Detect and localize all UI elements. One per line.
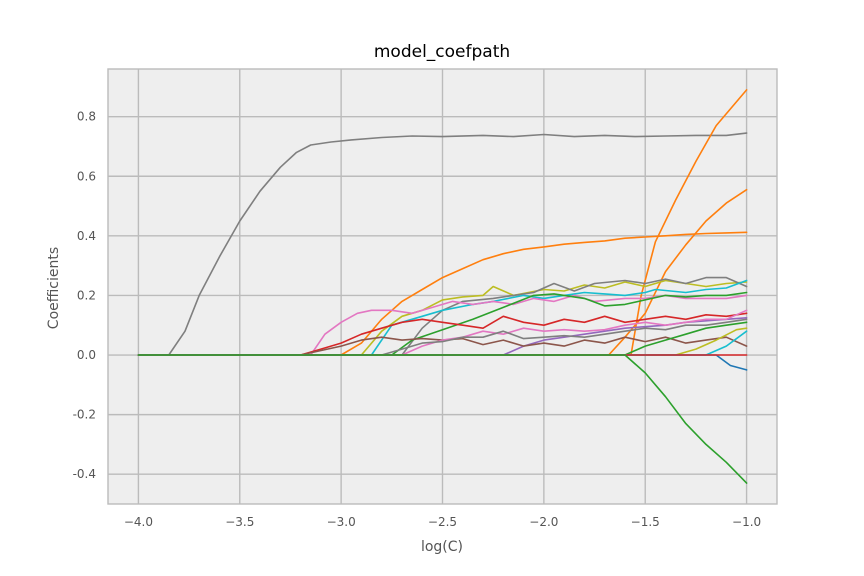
y-tick-label: 0.6 <box>77 169 96 183</box>
series-line-20 <box>137 354 748 484</box>
x-tick-label: −3.0 <box>327 515 356 529</box>
y-tick-label: 0.4 <box>77 229 96 243</box>
series-line-3 <box>137 89 748 356</box>
y-tick-label: 0.2 <box>77 288 96 302</box>
y-tick-label: -0.2 <box>73 408 96 422</box>
series-line-11 <box>137 312 748 356</box>
x-tick-label: −3.5 <box>225 515 254 529</box>
series-line-6 <box>137 276 748 356</box>
y-tick-label: 0.0 <box>77 348 96 362</box>
series-layer <box>137 89 748 484</box>
series-line-4 <box>137 188 748 356</box>
y-axis-label: Coefficients <box>46 247 62 329</box>
series-line-14 <box>137 318 748 356</box>
x-tick-label: −1.0 <box>732 515 761 529</box>
series-line-15 <box>137 321 748 356</box>
series-line-1 <box>137 132 748 356</box>
x-axis-label: log(C) <box>421 539 463 555</box>
x-tick-label: −4.0 <box>124 515 153 529</box>
x-tick-label: −2.0 <box>529 515 558 529</box>
x-tick-label: −2.5 <box>428 515 457 529</box>
tick-labels: −4.0 −3.5 −3.0 −2.5 −2.0 −1.5 −1.0 -0.4 -0.2 0.0 0… <box>73 110 762 529</box>
series-line-9 <box>137 291 748 356</box>
x-tick-label: −1.5 <box>631 515 660 529</box>
y-tick-label: -0.4 <box>73 467 96 481</box>
y-tick-label: 0.8 <box>77 110 96 124</box>
series-line-13 <box>137 309 748 356</box>
series-line-12 <box>137 336 748 356</box>
chart-title: model_coefpath <box>374 42 510 62</box>
plot-frame <box>107 68 778 505</box>
